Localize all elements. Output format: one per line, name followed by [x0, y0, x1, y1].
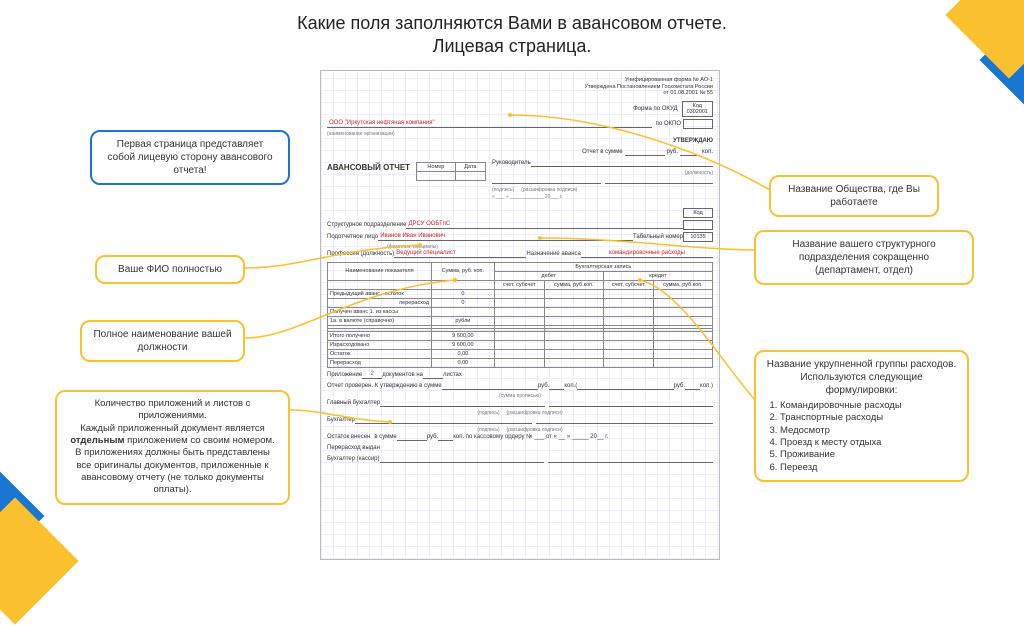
title-line1: Какие поля заполняются Вами в авансовом …: [0, 12, 1024, 35]
kod-box: Код: [683, 208, 713, 218]
leader-label: Руководитель: [492, 160, 531, 166]
prof-value: Ведущий специалист: [394, 250, 526, 258]
approve-date: « ___ » ____________ 20___ г.: [492, 193, 713, 202]
buh-kassir: Бухгалтер (кассир): [327, 456, 380, 462]
buh-label: Бухгалтер: [327, 417, 355, 423]
person-value: Иванов Иван Иванович: [378, 233, 633, 241]
callout-expense-group: Название укрупненной группы расходов. Ис…: [754, 350, 969, 482]
dept-label: Структурное подразделение: [327, 222, 406, 228]
purpose-label: Назначение аванса: [526, 251, 580, 257]
okud-kod-header: Код0302001: [682, 101, 713, 117]
purpose-value: командировочные расходы: [581, 250, 713, 258]
org-name-field: ООО "Иркутская нефтяная компания": [327, 120, 652, 128]
dept-value: ДРСУ ООБГпС: [406, 221, 683, 229]
title-line2: Лицевая страница.: [0, 35, 1024, 58]
ost-vnesen: Остаток внесен: [327, 434, 370, 440]
form-header-2: Утверждена Постановлением Госкомстата Ро…: [327, 84, 713, 91]
callout-attachments: Количество приложений и листов с приложе…: [55, 390, 290, 505]
form-header-3: от 01.08.2001 № 55: [327, 90, 713, 97]
callout-dept: Название вашего структурного подразделен…: [754, 230, 974, 285]
tabnum-value: 10135: [683, 232, 713, 242]
okpo-label: по ОКПО: [656, 121, 681, 127]
approve-label: УТВЕРЖДАЮ: [673, 138, 713, 144]
approve-sum-label: Отчет в сумме: [582, 149, 622, 155]
page-title: Какие поля заполняются Вами в авансовом …: [0, 0, 1024, 59]
col-num: Номер: [417, 162, 456, 171]
glavbuh-label: Главный бухгалтер: [327, 400, 380, 406]
tabnum-label: Табельный номер: [633, 234, 683, 240]
col-date: Дата: [455, 162, 485, 171]
doc-title: АВАНСОВЫЙ ОТЧЕТ: [327, 163, 410, 172]
checked-label: Отчет проверен. К утверждению в сумме: [327, 383, 442, 389]
okud-label: Форма по ОКУД: [633, 106, 677, 112]
person-label: Подотчетное лицо: [327, 234, 378, 240]
over-issued: Перерасход выдан: [327, 445, 380, 451]
form-header-1: Унифицированная форма № АО-1: [327, 77, 713, 84]
callout-fio: Ваше ФИО полностью: [95, 255, 245, 284]
attach-label: Приложение: [327, 372, 362, 378]
row-prev: Предыдущий аванс остаток: [328, 289, 432, 298]
amounts-table: Наименование показателя Сумма, руб. коп.…: [327, 262, 713, 368]
prof-label: Профессия (должность): [327, 251, 394, 257]
form-header: Унифицированная форма № АО-1 Утверждена …: [327, 77, 713, 97]
okpo-box: [683, 119, 713, 129]
attach-count: 2: [362, 371, 382, 379]
expense-report-form: Унифицированная форма № АО-1 Утверждена …: [320, 70, 720, 560]
callout-first-page: Первая страница представляет собой лицев…: [90, 130, 290, 185]
callout-position: Полное наименование вашей должности: [80, 320, 245, 362]
callout-company: Название Общества, где Вы работаете: [769, 175, 939, 217]
